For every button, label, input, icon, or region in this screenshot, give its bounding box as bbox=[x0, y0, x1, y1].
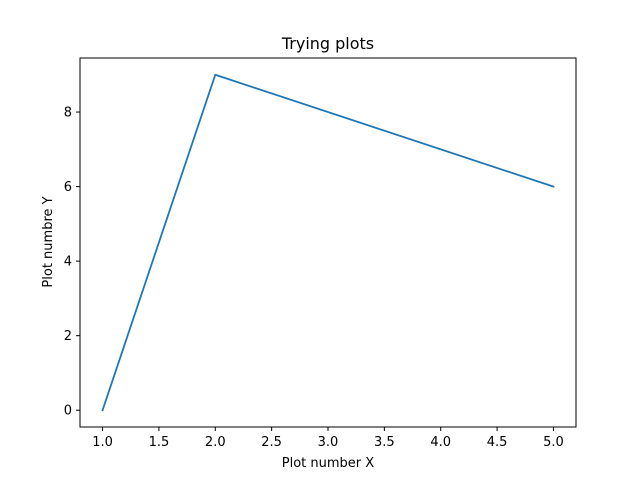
x-tick-label: 2.0 bbox=[205, 435, 226, 450]
y-axis: 0 2 4 6 8 bbox=[64, 106, 80, 419]
x-axis: 1.0 1.5 2.0 2.5 3.0 3.5 4.0 4.5 5.0 bbox=[92, 427, 564, 450]
series-line bbox=[101, 73, 555, 412]
y-axis-label: Plot numbre Y bbox=[41, 196, 56, 287]
plot-area bbox=[101, 73, 555, 412]
x-tick-label: 5.0 bbox=[543, 435, 564, 450]
y-tick-label: 8 bbox=[64, 106, 72, 121]
chart-title: Trying plots bbox=[281, 34, 374, 53]
axes-frame bbox=[79, 57, 577, 428]
x-tick-label: 1.5 bbox=[149, 435, 170, 450]
y-tick-label: 0 bbox=[64, 404, 72, 419]
x-tick-label: 4.0 bbox=[430, 435, 451, 450]
x-tick-label: 1.0 bbox=[92, 435, 113, 450]
y-tick-label: 4 bbox=[64, 255, 72, 270]
y-tick-label: 6 bbox=[64, 180, 72, 195]
x-tick-label: 3.0 bbox=[318, 435, 339, 450]
y-tick-label: 2 bbox=[64, 329, 72, 344]
x-axis-label: Plot number X bbox=[282, 456, 375, 471]
x-tick-label: 4.5 bbox=[487, 435, 508, 450]
x-tick-label: 3.5 bbox=[374, 435, 395, 450]
x-tick-label: 2.5 bbox=[261, 435, 282, 450]
